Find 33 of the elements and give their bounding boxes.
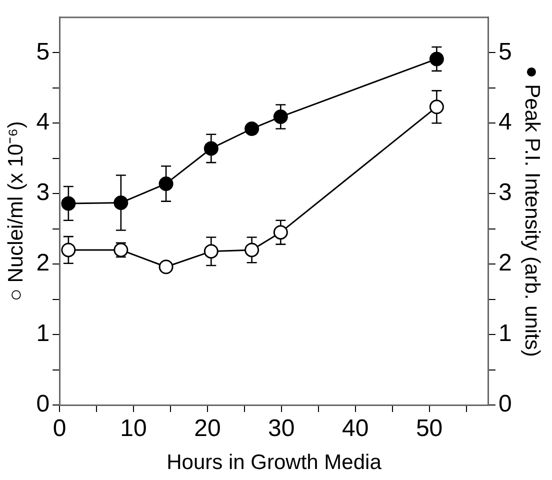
y-tick-label: 0 [36, 390, 50, 418]
point [61, 196, 76, 211]
y-tick-label: 2 [36, 250, 50, 277]
point [114, 195, 128, 210]
y2-tick-label: 1 [498, 320, 512, 348]
y2-tick-label: 4 [498, 108, 512, 136]
point [61, 242, 76, 258]
y2-tick-label: 0 [498, 390, 512, 418]
point [158, 260, 174, 274]
y-tick-label: 1 [36, 320, 50, 348]
point [273, 110, 288, 124]
point [244, 242, 260, 258]
point [204, 244, 218, 259]
point [204, 141, 218, 156]
y2-tick-label: 2 [498, 250, 512, 277]
y-tick-label: 5 [36, 38, 50, 66]
y-tick-label: 3 [36, 179, 50, 206]
x-tick-label: 20 [194, 415, 221, 442]
x-tick-label: 50 [416, 415, 443, 442]
x-axis-title: Hours in Growth Media [166, 451, 382, 474]
point [429, 100, 444, 114]
x-tick-label: 10 [120, 415, 147, 442]
x-tick-label: 40 [342, 415, 369, 442]
point [429, 52, 444, 66]
point [273, 225, 288, 240]
point [244, 121, 260, 136]
y-tick-label: 4 [36, 108, 50, 136]
y2-axis-title: ● Peak P.I. Intensity (arb. units) [520, 66, 544, 357]
y2-tick-label: 3 [498, 179, 512, 206]
y2-tick-label: 5 [498, 38, 512, 66]
y-axis-title: ○ Nuclei/ml (x 10⁻⁶) [4, 121, 28, 302]
x-tick-label: 30 [268, 415, 295, 442]
point [158, 176, 174, 191]
